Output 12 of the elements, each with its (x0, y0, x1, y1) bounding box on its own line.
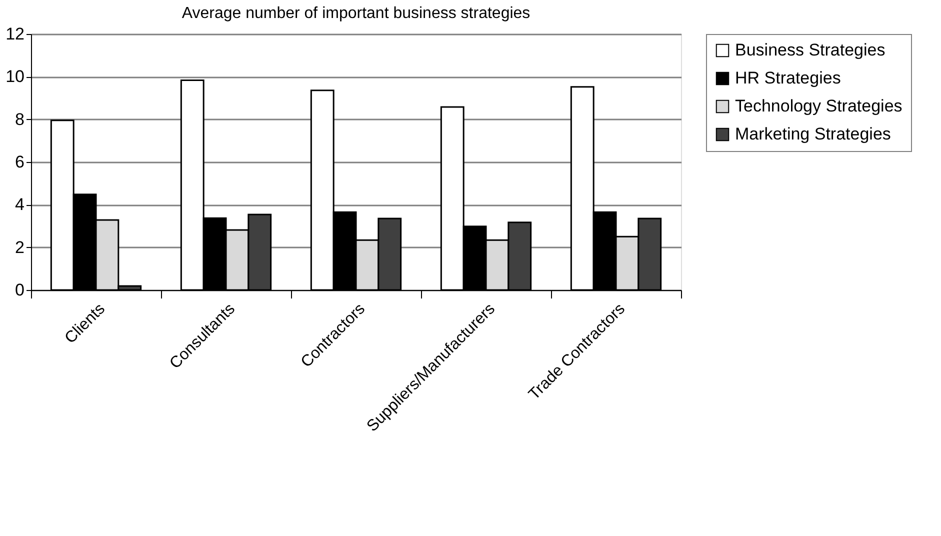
y-tick-label: 0 (15, 280, 24, 300)
y-tick-label: 8 (15, 110, 24, 129)
y-tick-label: 12 (6, 24, 24, 44)
y-tick-label: 4 (15, 195, 24, 214)
legend-label: Business Strategies (735, 40, 886, 60)
y-tick-label: 2 (15, 238, 24, 257)
y-tick-label: 10 (6, 67, 24, 86)
legend-label: HR Strategies (735, 68, 841, 88)
y-tick-label: 6 (15, 152, 24, 172)
legend-label: Marketing Strategies (735, 124, 891, 144)
legend-label: Technology Strategies (735, 96, 902, 116)
chart-title: Average number of important business strategies (182, 5, 530, 22)
